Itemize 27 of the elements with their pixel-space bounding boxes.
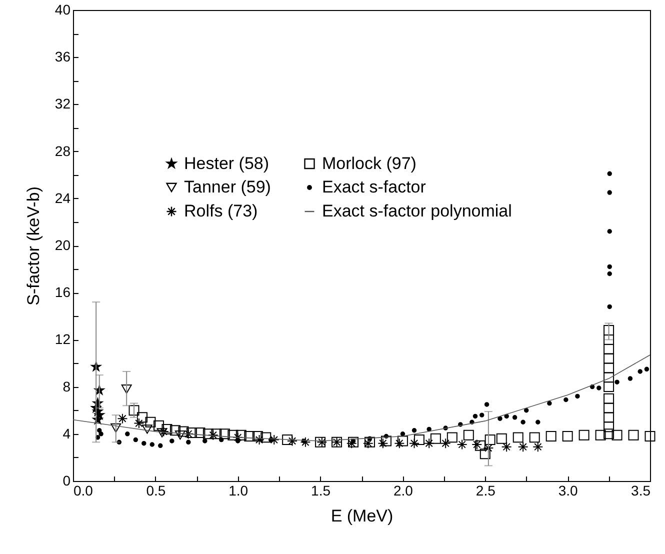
y-tick-label: 32 <box>54 96 71 112</box>
legend-label: Morlock (97) <box>322 154 416 173</box>
y-tick-label: 28 <box>54 142 71 159</box>
y-tick-label: 12 <box>54 331 71 348</box>
x-axis-title: E (MeV) <box>330 506 394 526</box>
legend-label: Tanner (59) <box>184 178 271 196</box>
y-tick-label: 16 <box>54 284 71 300</box>
x-tick-label: 1.0 <box>228 482 248 498</box>
x-tick-label: 2.0 <box>393 482 414 498</box>
y-axis-title: S-factor (keV-b) <box>24 186 43 306</box>
x-tick-label: 2.5 <box>476 482 496 498</box>
y-tick-label: 36 <box>54 48 71 65</box>
x-tick-label: 3.5 <box>631 482 651 498</box>
x-tick-label: 1.5 <box>311 482 331 498</box>
x-tick-label: 3.0 <box>558 482 578 498</box>
y-tick-label: 4 <box>62 425 71 442</box>
x-tick-label: 0.0 <box>74 482 94 498</box>
y-tick-label: 0 <box>62 472 71 488</box>
y-tick-label: 8 <box>62 378 71 394</box>
legend-label: Hester (58) <box>184 154 270 173</box>
y-tick-label: 20 <box>54 237 71 253</box>
x-tick-label: 0.5 <box>146 482 166 498</box>
y-tick-label: 40 <box>54 2 71 18</box>
legend-label: Exact s-factor polynomial <box>322 202 512 220</box>
legend-label: Exact s-factor <box>322 178 426 196</box>
y-tick-label: 24 <box>54 190 71 206</box>
legend-label: Rolfs (73) <box>184 202 258 220</box>
